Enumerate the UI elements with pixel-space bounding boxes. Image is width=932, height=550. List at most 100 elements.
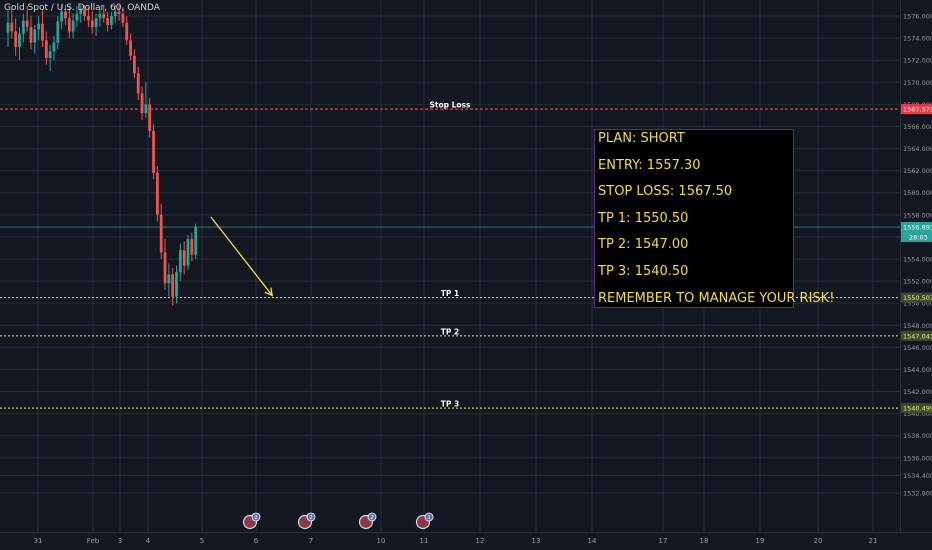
candle-body: [71, 20, 75, 32]
level-price-tag-bg: [901, 292, 932, 303]
price-axis[interactable]: 1576.0001574.0001572.0001570.0001568.000…: [900, 0, 932, 550]
price-tick-label: 1550.000: [903, 300, 932, 308]
candle-body: [56, 21, 60, 43]
candle-body: [129, 40, 132, 56]
time-tick-label: 11: [420, 537, 429, 545]
arrow-shaft: [210, 216, 273, 296]
time-tick-label: 12: [476, 537, 485, 545]
candle-body: [98, 13, 102, 19]
price-tick-label: 1538.000: [903, 432, 932, 440]
candle-body: [110, 16, 113, 25]
plan-tp1: TP 1: 1550.50: [598, 210, 689, 226]
candle-body: [186, 239, 190, 266]
candle-body: [29, 27, 33, 43]
level-price-tag-bg: [901, 330, 932, 341]
price-tick-label: 1536.000: [903, 454, 932, 462]
level-price-tag: 1540.499: [903, 405, 932, 413]
candle-body: [52, 42, 56, 52]
time-tick-label: 19: [756, 537, 765, 545]
candlestick-series: [6, 5, 198, 306]
plan-tp3: TP 3: 1540.50: [598, 263, 689, 279]
event-count: 2: [309, 515, 313, 521]
candle-body: [163, 252, 167, 284]
candle-body: [21, 20, 25, 34]
candle-body: [48, 51, 52, 59]
event-count-badge: [306, 512, 316, 522]
time-axis[interactable]: 31 Feb 3 4 5 6 7 10 11 12 13 14 17 18 19 20 21: [0, 532, 932, 546]
plan-entry: ENTRY: 1557.30: [598, 157, 701, 173]
price-tick-label: 1570.000: [903, 79, 932, 87]
price-tick-label: 1544.000: [903, 366, 932, 374]
event-count-badge: [251, 512, 261, 522]
time-tick-label: 10: [377, 537, 386, 545]
candle-body: [14, 31, 18, 47]
candle-body: [10, 22, 14, 32]
price-tick-label: 1572.000: [903, 57, 932, 65]
candle-body: [167, 274, 171, 284]
candle-body: [94, 18, 98, 28]
candle-body: [60, 11, 64, 22]
candle-body: [106, 18, 109, 25]
candle-body: [121, 13, 125, 23]
candle-body: [75, 13, 79, 21]
level-price-tag-bg: [901, 403, 932, 414]
candle-body: [148, 104, 152, 131]
candle-body: [152, 130, 155, 173]
candle-body: [175, 272, 178, 297]
price-tick-label: 1564.000: [903, 145, 932, 153]
price-tick-label: 1552.000: [903, 278, 932, 286]
level-price-tag-bg: [901, 104, 932, 115]
economic-events[interactable]: 2 2 2 1: [242, 512, 434, 530]
candle-body: [37, 23, 41, 30]
level-label: Stop Loss: [430, 101, 472, 110]
price-tick-label: 1562.000: [903, 167, 932, 175]
event-count: 2: [254, 515, 258, 521]
candle-body: [144, 104, 148, 114]
time-tick-label: 20: [814, 537, 823, 545]
price-tick-label: 1574.000: [903, 35, 932, 43]
bar-countdown: 28:03: [909, 234, 928, 242]
candle-body: [171, 274, 175, 297]
price-tick-label: 1534.400: [903, 472, 932, 480]
time-tick-label: 6: [254, 537, 259, 545]
time-tick-label: 21: [869, 537, 878, 545]
arrow-head: [264, 287, 274, 297]
candle-body: [87, 16, 90, 21]
time-tick-label: 5: [200, 537, 204, 545]
candle-body: [64, 11, 67, 19]
candle-body: [117, 11, 121, 14]
candle-body: [178, 250, 182, 273]
last-price-tag: 1556.893: [903, 224, 932, 232]
level-label: TP 3: [441, 400, 459, 409]
price-tick-label: 1546.000: [903, 344, 932, 352]
candle-body: [140, 93, 144, 114]
candle-body: [125, 22, 129, 41]
candle-body: [67, 18, 71, 32]
price-tick-label: 1542.000: [903, 388, 932, 396]
level-label: TP 1: [441, 289, 459, 298]
trade-plan-box[interactable]: PLAN: SHORT ENTRY: 1557.30 STOP LOSS: 15…: [594, 129, 834, 308]
candle-body: [182, 250, 186, 266]
candle-body: [190, 239, 194, 255]
level-price-tag: 1547.043: [903, 332, 932, 340]
candle-body: [136, 73, 140, 94]
plan-risk-note: REMEMBER TO MANAGE YOUR RISK!: [598, 290, 835, 306]
event-count: 2: [370, 515, 374, 521]
candle-body: [25, 20, 29, 28]
price-tick-label: 1576.000: [903, 13, 932, 21]
time-tick-label: 14: [588, 537, 597, 545]
plan-direction: PLAN: SHORT: [598, 131, 685, 146]
plan-stop-loss: STOP LOSS: 1567.50: [598, 184, 733, 200]
event-count: 1: [427, 515, 431, 521]
candle-body: [113, 11, 117, 17]
candle-body: [132, 55, 136, 74]
time-tick-label: 31: [34, 537, 43, 545]
candle-body: [159, 214, 163, 253]
level-price-tag: 1550.507: [903, 294, 932, 302]
symbol-label: Gold Spot / U.S. Dollar, 60, OANDA: [4, 3, 160, 13]
level-label: TP 2: [441, 327, 459, 336]
candle-body: [102, 13, 106, 19]
price-tick-label: 1540.000: [903, 410, 932, 418]
candle-body: [83, 9, 86, 17]
time-tick-label: 3: [118, 537, 122, 545]
